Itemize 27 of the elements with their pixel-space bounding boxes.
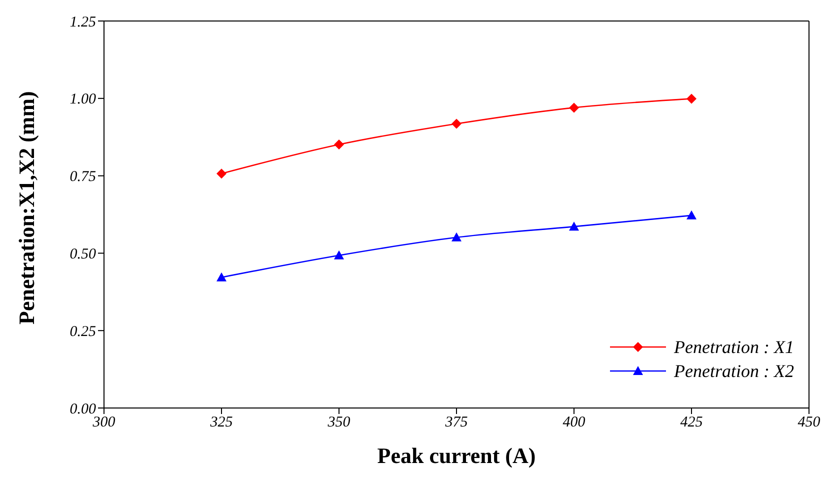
x-tick-label: 300 [92,414,116,431]
y-tick-label: 0.75 [70,169,96,186]
point [216,168,226,179]
y-tick-label: 0.50 [70,246,96,263]
x-tick-label: 325 [209,414,234,431]
y-tick-label: 1.00 [70,92,96,108]
legend-label: Penetration : X2 [674,360,794,382]
y-axis-title: Penetration:X1,X2 (mm) [14,91,39,324]
y-tick-label: 0.25 [70,324,96,340]
x-tick-label: 450 [798,414,821,431]
y-tick-label: 0.00 [70,401,96,418]
point [452,118,462,129]
x-tick-label: 350 [326,414,351,431]
x-tick-label: 400 [562,414,586,431]
point [569,222,579,231]
point [686,210,696,220]
point [686,94,696,104]
point [334,140,344,150]
point [569,102,579,113]
y-tick-label: 1.25 [70,14,96,30]
x-tick-label: 425 [680,414,704,431]
point [452,232,462,242]
x-axis-title: Peak current (A) [377,443,536,468]
point [216,272,226,282]
legend-label: Penetration : X1 [674,336,794,358]
point [334,250,344,260]
x-tick-label: 375 [444,414,468,431]
